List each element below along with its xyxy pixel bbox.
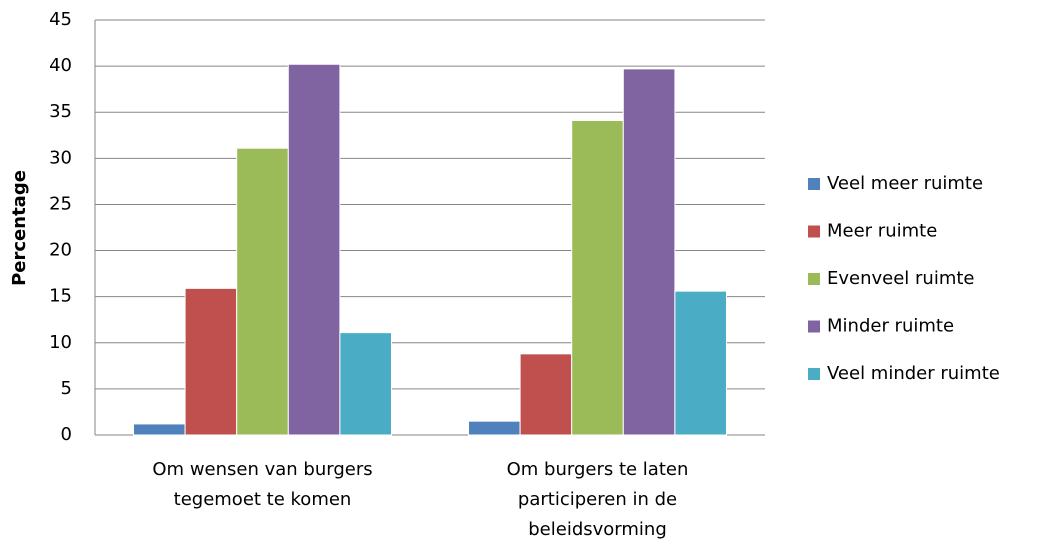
x-tick-label: Om burgers te laten participeren in de b… bbox=[506, 459, 689, 540]
bar bbox=[519, 353, 573, 436]
legend-label: Veel minder ruimte bbox=[827, 363, 1000, 384]
legend-swatch bbox=[808, 178, 820, 190]
bar bbox=[674, 290, 728, 436]
y-axis-label: Percentage bbox=[9, 170, 30, 286]
x-tick-label: Om wensen van burgers tegemoet te komen bbox=[152, 459, 373, 510]
legend-swatch bbox=[808, 320, 820, 333]
y-tick-label: 40 bbox=[49, 55, 72, 76]
bar bbox=[236, 147, 289, 436]
legend-label: Minder ruimte bbox=[827, 316, 954, 337]
bar bbox=[571, 120, 624, 436]
y-tick-label: 45 bbox=[49, 9, 72, 30]
legend-swatch bbox=[808, 225, 820, 238]
y-tick-label: 35 bbox=[49, 101, 72, 122]
bar bbox=[468, 420, 521, 436]
legend-label: Evenveel ruimte bbox=[827, 268, 975, 289]
bar bbox=[287, 63, 341, 436]
bar bbox=[339, 332, 392, 436]
y-tick-label: 20 bbox=[49, 240, 72, 261]
legend-swatch bbox=[808, 273, 820, 285]
y-tick-label: 15 bbox=[49, 286, 72, 307]
y-tick-label: 10 bbox=[49, 332, 72, 353]
bar bbox=[133, 423, 186, 436]
legend-label: Veel meer ruimte bbox=[827, 173, 983, 194]
bar bbox=[622, 68, 676, 436]
y-tick-label: 5 bbox=[61, 378, 72, 399]
bar bbox=[184, 287, 238, 436]
y-tick-label: 25 bbox=[49, 193, 72, 214]
y-tick-label: 30 bbox=[49, 147, 72, 168]
legend-swatch bbox=[808, 368, 820, 380]
y-tick-label: 0 bbox=[61, 424, 72, 445]
legend-label: Meer ruimte bbox=[827, 221, 937, 242]
